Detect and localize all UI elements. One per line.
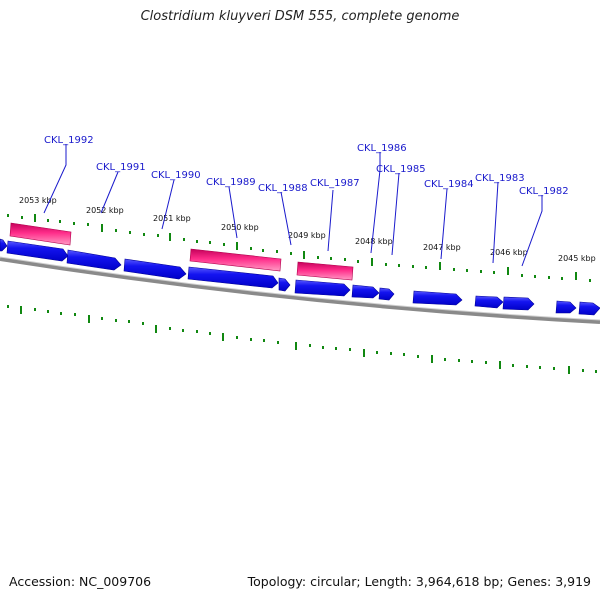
gene-labels: CKL_1992 CKL_1991 CKL_1990 CKL_1989 CKL_… [44, 135, 569, 197]
gene-arrow[interactable] [66, 249, 122, 271]
gene-arrow[interactable] [474, 295, 504, 309]
major-tick-2048 [371, 258, 373, 266]
gene-arrow[interactable] [555, 300, 577, 314]
kbp-label-2048: 2048 kbp [355, 237, 393, 246]
gene-arrow[interactable] [0, 238, 8, 252]
major-tick-2052 [101, 224, 103, 232]
major-tick-2045 [575, 272, 577, 280]
kbp-label-2051: 2051 kbp [153, 214, 191, 223]
gene-label-ckl-1985[interactable]: CKL_1985 [376, 164, 426, 175]
gene-arrow[interactable] [351, 284, 380, 299]
label-leaders [43, 144, 543, 267]
major-tick-2046 [507, 267, 509, 275]
gene-label-ckl-1982[interactable]: CKL_1982 [519, 186, 569, 197]
gene-label-ckl-1990[interactable]: CKL_1990 [151, 170, 201, 181]
gene-arrow[interactable] [378, 287, 395, 301]
gene-arrow[interactable] [502, 296, 535, 311]
kbp-label-2050: 2050 kbp [221, 223, 259, 232]
rna-feature[interactable] [9, 222, 72, 246]
gene-label-ckl-1983[interactable]: CKL_1983 [475, 173, 525, 184]
gene-label-ckl-1988[interactable]: CKL_1988 [258, 183, 308, 194]
rna-features [9, 222, 354, 281]
rna-feature[interactable] [189, 248, 282, 272]
kbp-label-2049: 2049 kbp [288, 231, 326, 240]
gene-arrows [0, 238, 600, 316]
gene-arrow[interactable] [578, 301, 600, 316]
accession-text: Accession: NC_009706 [9, 574, 152, 589]
topology-text: Topology: circular; Length: 3,964,618 bp… [247, 574, 591, 589]
genome-backbone-highlight [0, 256, 600, 321]
map-title: Clostridium kluyveri DSM 555, complete g… [140, 9, 460, 24]
major-tick-2053 [34, 214, 36, 222]
gene-arrow[interactable] [123, 258, 187, 280]
kbp-label-2046: 2046 kbp [490, 248, 528, 257]
gene-arrow[interactable] [6, 240, 69, 262]
gene-label-ckl-1991[interactable]: CKL_1991 [96, 162, 146, 173]
gene-arrow[interactable] [294, 279, 351, 297]
major-tick-2047 [439, 262, 441, 270]
lower-tick-scale [7, 305, 597, 374]
gene-arrow[interactable] [187, 266, 279, 289]
gene-arrow[interactable] [278, 277, 291, 292]
major-tick-2050 [236, 242, 238, 250]
major-tick-2051 [169, 233, 171, 241]
gene-arrow[interactable] [412, 290, 463, 306]
kbp-label-2045: 2045 kbp [558, 254, 596, 263]
gene-label-ckl-1984[interactable]: CKL_1984 [424, 179, 474, 190]
gene-label-ckl-1986[interactable]: CKL_1986 [357, 143, 407, 154]
genome-backbone [0, 257, 600, 324]
rna-feature[interactable] [296, 261, 354, 281]
gene-label-ckl-1992[interactable]: CKL_1992 [44, 135, 94, 146]
kbp-label-2053: 2053 kbp [19, 196, 57, 205]
gene-label-ckl-1987[interactable]: CKL_1987 [310, 178, 360, 189]
kbp-label-2052: 2052 kbp [86, 206, 124, 215]
gene-label-ckl-1989[interactable]: CKL_1989 [206, 177, 256, 188]
major-tick-2049 [303, 251, 305, 259]
